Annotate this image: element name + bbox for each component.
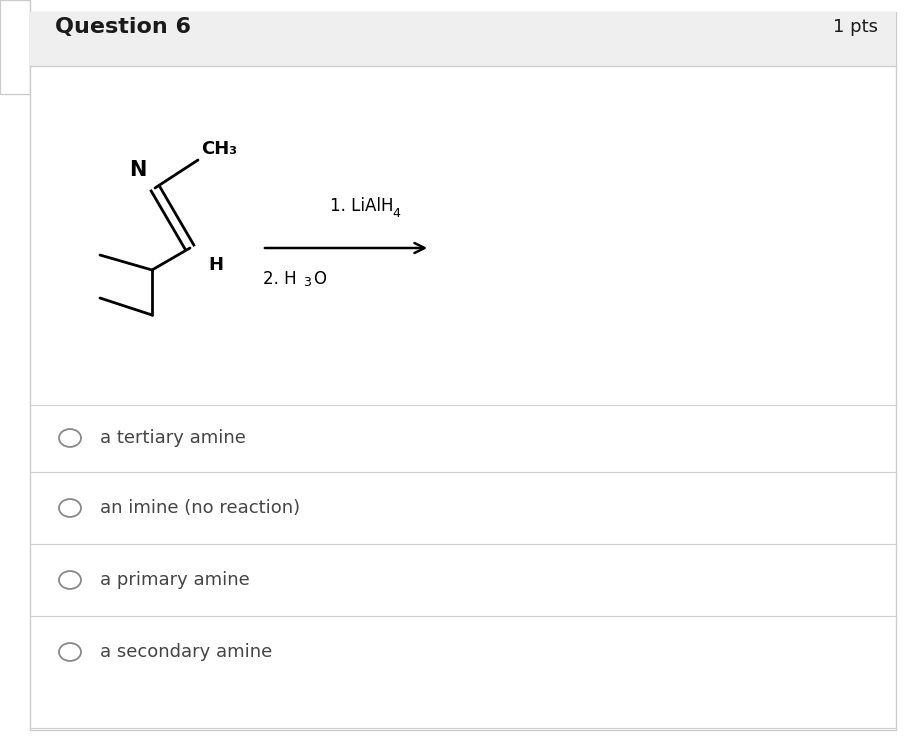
FancyBboxPatch shape — [30, 12, 895, 730]
Text: 1. LiAlH: 1. LiAlH — [330, 197, 393, 215]
Text: 3: 3 — [302, 276, 311, 289]
Text: H: H — [208, 256, 223, 274]
Text: N: N — [129, 160, 147, 180]
Text: a tertiary amine: a tertiary amine — [100, 429, 246, 447]
Text: 4: 4 — [392, 207, 399, 220]
Text: 1 pts: 1 pts — [832, 18, 877, 36]
FancyBboxPatch shape — [30, 12, 895, 66]
FancyBboxPatch shape — [0, 0, 30, 94]
Text: a secondary amine: a secondary amine — [100, 643, 272, 661]
Text: CH₃: CH₃ — [200, 140, 237, 158]
Text: 2. H: 2. H — [262, 270, 296, 288]
Text: Question 6: Question 6 — [55, 17, 190, 37]
Text: O: O — [312, 270, 325, 288]
Text: a primary amine: a primary amine — [100, 571, 250, 589]
Text: an imine (no reaction): an imine (no reaction) — [100, 499, 300, 517]
